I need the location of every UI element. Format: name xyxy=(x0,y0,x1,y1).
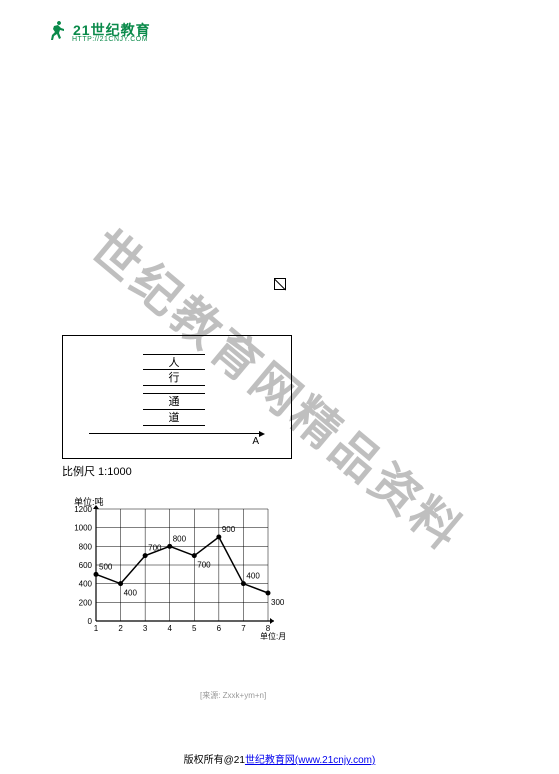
svg-text:800: 800 xyxy=(79,542,93,551)
svg-text:500: 500 xyxy=(99,562,113,571)
svg-text:400: 400 xyxy=(79,580,93,589)
svg-text:300: 300 xyxy=(271,598,285,607)
svg-text:3: 3 xyxy=(143,624,148,633)
svg-text:0: 0 xyxy=(88,617,93,626)
point-a-label: A xyxy=(252,436,259,447)
runner-icon xyxy=(45,18,69,42)
page-footer: 版权所有@21世纪教育网(www.21cnjy.com) xyxy=(0,751,559,766)
fig1-cell: 道 xyxy=(143,410,205,426)
source-citation: [来源: Zxxk+ym+n] xyxy=(200,690,266,701)
logo-url: HTTP://21CNJY.COM xyxy=(72,36,148,43)
svg-text:单位:吨: 单位:吨 xyxy=(74,496,104,507)
svg-text:5: 5 xyxy=(192,624,197,633)
line-chart: 0200400600800100012001234567850040070080… xyxy=(62,495,286,643)
svg-text:单位:月: 单位:月 xyxy=(260,631,286,641)
svg-text:6: 6 xyxy=(217,624,222,633)
svg-text:4: 4 xyxy=(167,624,172,633)
svg-text:700: 700 xyxy=(148,544,162,553)
footer-prefix: 版权所有@21 xyxy=(184,755,245,766)
svg-text:600: 600 xyxy=(79,561,93,570)
fig1-cell: 通 xyxy=(143,394,205,410)
svg-text:400: 400 xyxy=(246,572,260,581)
no-symbol-icon xyxy=(274,278,286,290)
document-body xyxy=(60,55,499,335)
svg-text:700: 700 xyxy=(197,561,211,570)
fig1-cell: 人 xyxy=(143,354,205,370)
svg-text:200: 200 xyxy=(79,598,93,607)
scale-label: 比例尺 1:1000 xyxy=(62,463,132,479)
footer-link[interactable]: 世纪教育网(www.21cnjy.com) xyxy=(245,755,375,766)
svg-text:1000: 1000 xyxy=(74,524,92,533)
fig1-cell xyxy=(143,386,205,394)
figure-1-road: 人 行 通 道 A xyxy=(62,335,292,459)
fig1-cell: 行 xyxy=(143,370,205,386)
svg-text:400: 400 xyxy=(124,589,138,598)
svg-text:2: 2 xyxy=(118,624,123,633)
svg-text:1: 1 xyxy=(94,624,99,633)
svg-text:900: 900 xyxy=(222,525,236,534)
svg-text:800: 800 xyxy=(173,534,187,543)
fig1-axis-line xyxy=(89,433,261,434)
arrow-icon xyxy=(259,431,265,437)
svg-text:7: 7 xyxy=(241,624,246,633)
